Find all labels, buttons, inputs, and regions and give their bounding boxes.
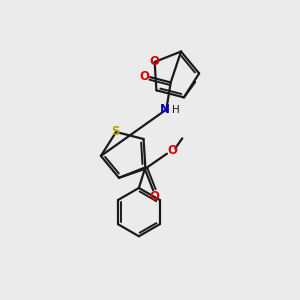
Text: O: O: [149, 190, 159, 203]
Text: S: S: [111, 125, 120, 139]
Text: O: O: [168, 144, 178, 157]
Text: O: O: [150, 56, 160, 68]
Text: H: H: [172, 104, 180, 115]
Text: O: O: [139, 70, 149, 83]
Text: N: N: [160, 103, 170, 116]
